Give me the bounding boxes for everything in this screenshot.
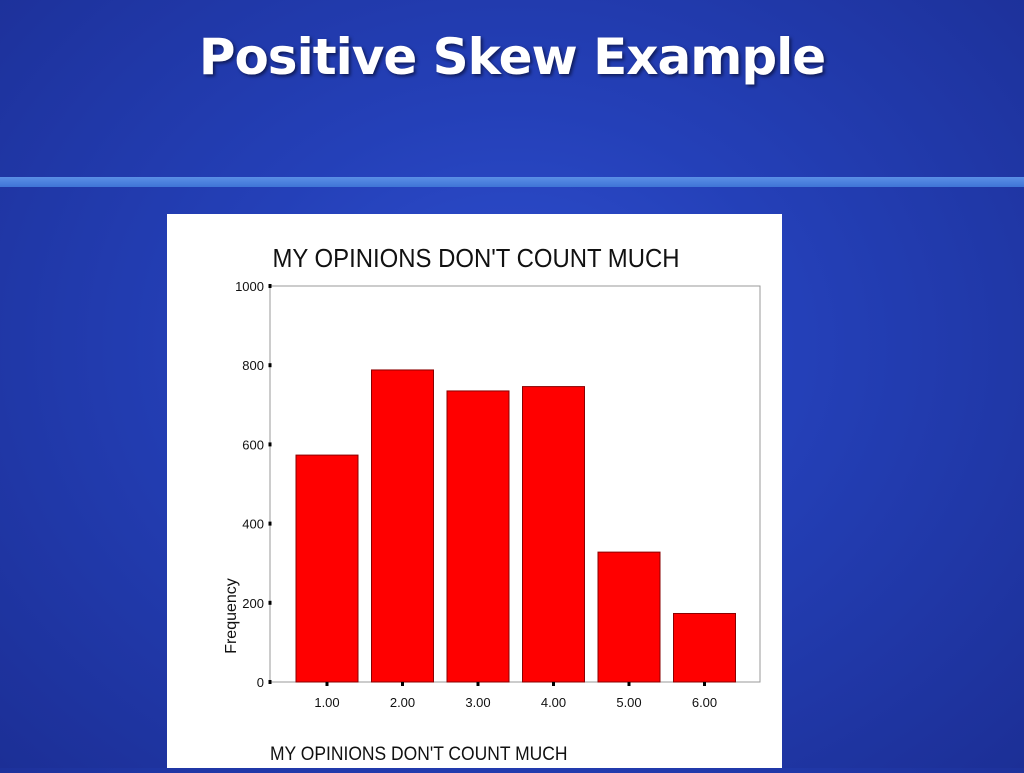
- x-tick-label: 1.00: [314, 695, 339, 710]
- y-tick-mark: [268, 680, 272, 684]
- x-tick-mark: [325, 682, 329, 686]
- y-tick-mark: [268, 521, 272, 526]
- x-tick-label: 6.00: [692, 695, 717, 710]
- x-axis: 1.00 2.00 3.00 4.00 5.00 6.00: [314, 682, 717, 710]
- chart-panel: MY OPINIONS DON'T COUNT MUCH 0 200 400 600 8…: [167, 214, 782, 768]
- y-tick-label: 0: [257, 675, 264, 690]
- y-tick-mark: [268, 363, 272, 368]
- title-divider: [0, 177, 1024, 187]
- x-tick-mark: [401, 682, 404, 686]
- y-axis-label: Frequency: [223, 578, 240, 654]
- bar: [522, 386, 585, 683]
- y-tick-label: 200: [242, 596, 264, 611]
- x-tick-label: 2.00: [390, 695, 415, 710]
- y-tick-label: 1000: [235, 279, 264, 294]
- bars-group: [295, 369, 736, 683]
- bar: [673, 612, 736, 683]
- bar: [446, 390, 510, 683]
- plot-area-frame: [269, 285, 761, 683]
- bar: [295, 454, 359, 683]
- bar: [371, 369, 434, 683]
- x-tick-mark: [627, 682, 631, 686]
- y-tick-label: 400: [242, 517, 264, 532]
- y-tick-label: 800: [242, 358, 264, 373]
- y-tick-mark: [268, 284, 272, 288]
- slide-title: Positive Skew Example: [198, 28, 826, 86]
- x-tick-label: 4.00: [541, 695, 566, 710]
- x-axis-label: MY OPINIONS DON'T COUNT MUCH: [270, 742, 568, 764]
- x-tick-mark: [476, 682, 480, 686]
- x-tick-label: 3.00: [465, 695, 490, 710]
- frequency-bar-chart: MY OPINIONS DON'T COUNT MUCH 0 200 400 600 8…: [223, 244, 761, 764]
- y-axis: 0 200 400 600 800 1000: [235, 279, 272, 690]
- y-tick-mark: [268, 600, 272, 605]
- x-tick-mark: [703, 682, 706, 686]
- x-tick-label: 5.00: [616, 695, 641, 710]
- bar: [597, 551, 661, 683]
- chart-title: MY OPINIONS DON'T COUNT MUCH: [272, 244, 679, 273]
- y-tick-mark: [268, 442, 272, 447]
- y-tick-label: 600: [242, 437, 264, 452]
- x-tick-mark: [552, 682, 555, 686]
